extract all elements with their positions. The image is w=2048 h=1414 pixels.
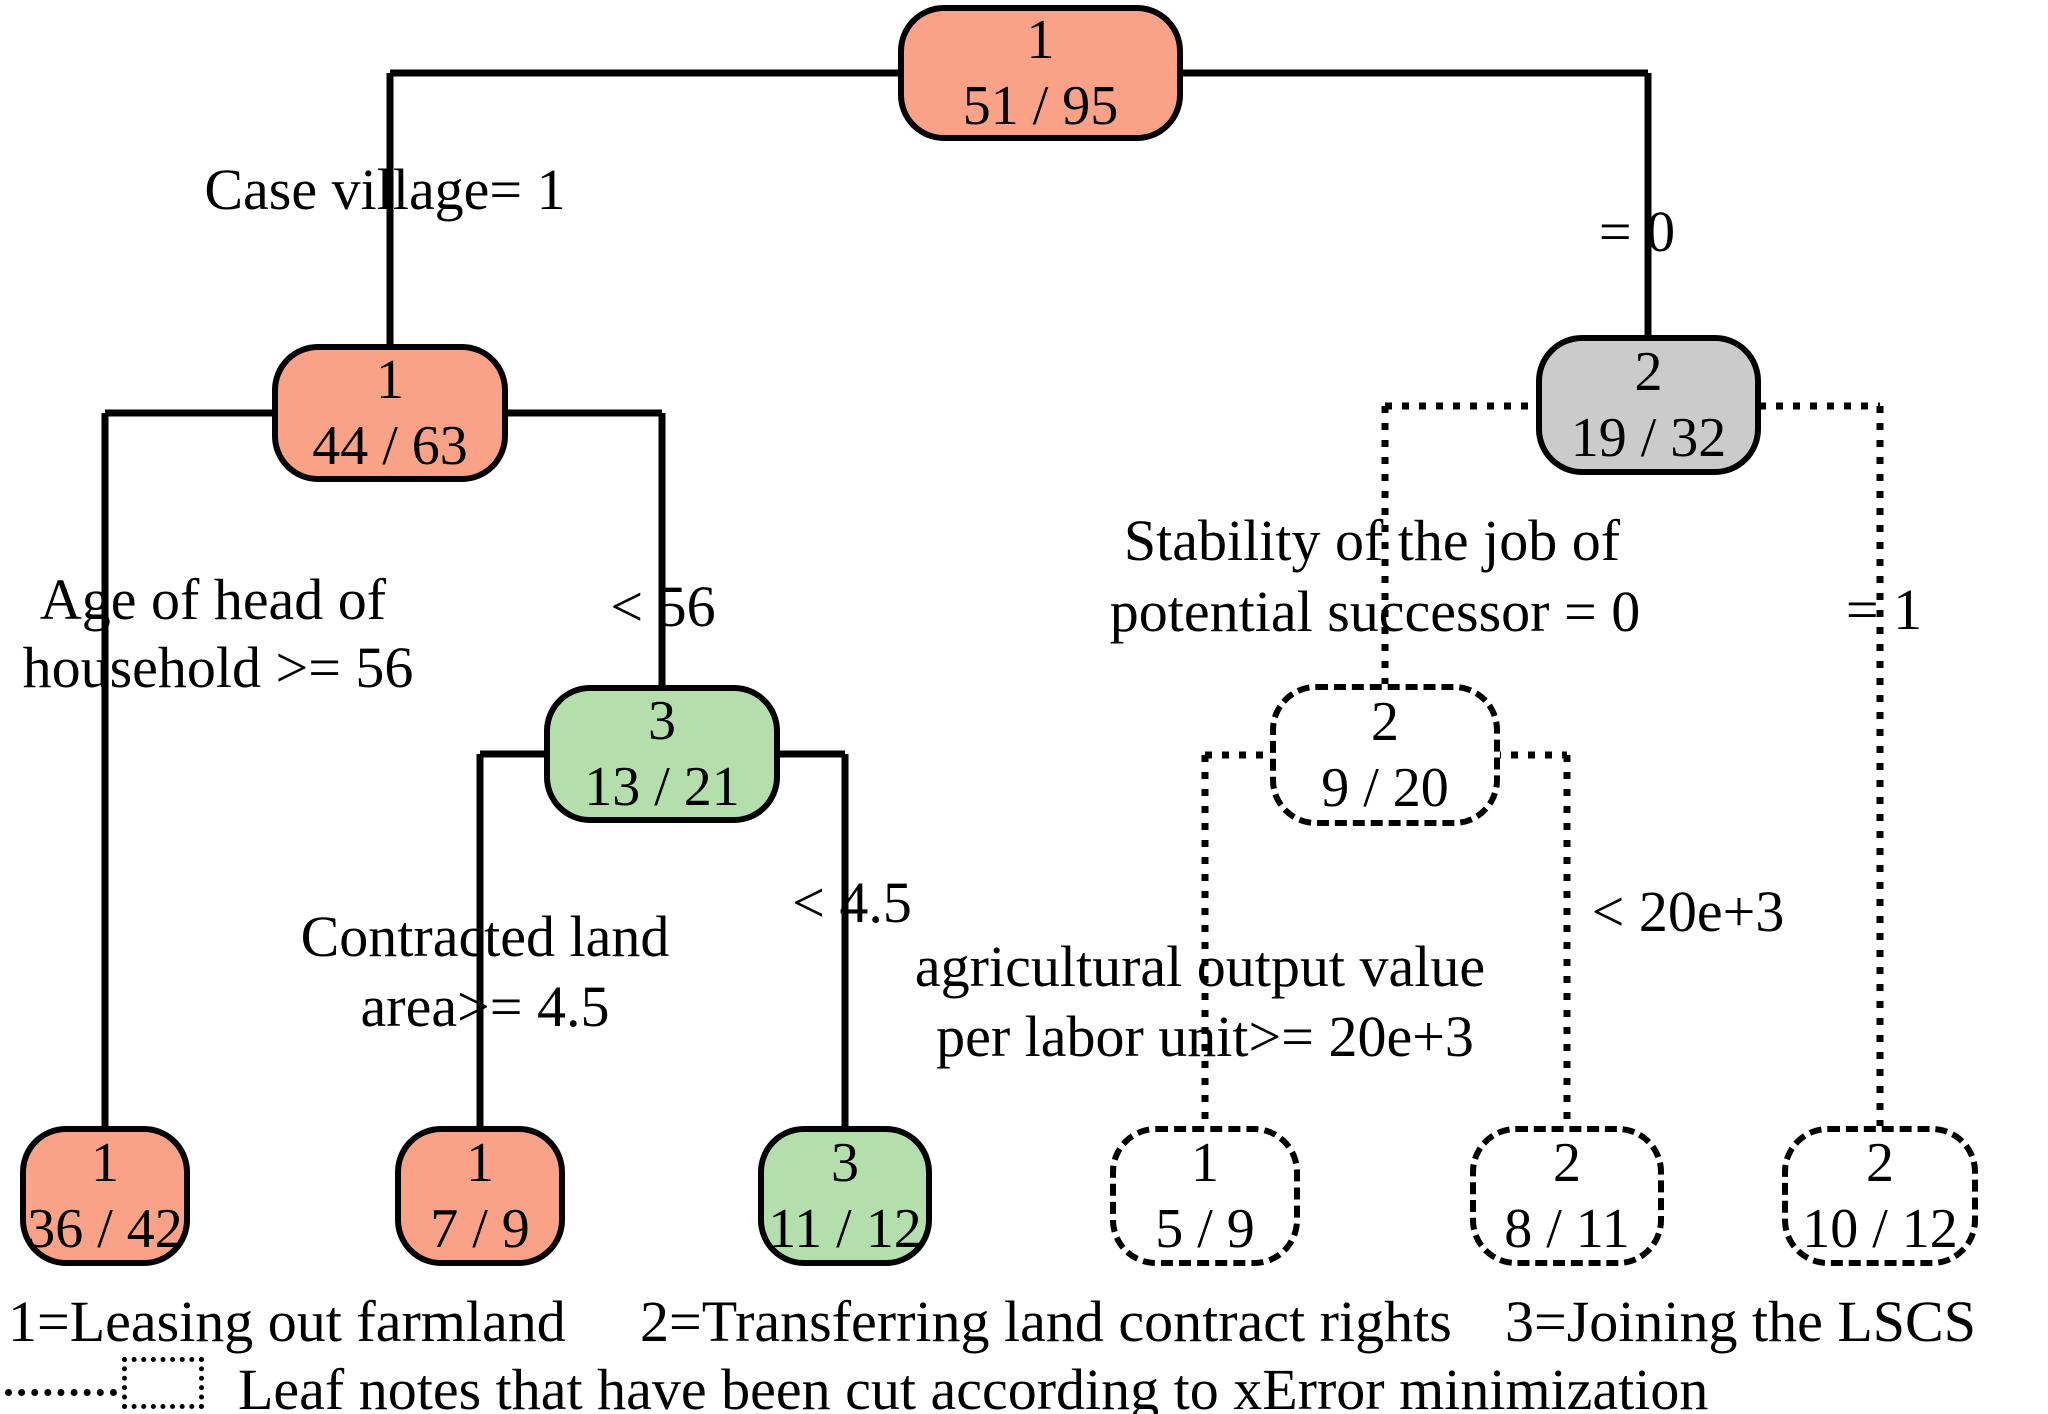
node-count: 9 / 20 (1321, 757, 1449, 819)
node-count: 11 / 12 (768, 1198, 922, 1260)
split-label-stability-line2: potential successor = 0 (1109, 579, 1641, 644)
split-label-area-line2: area>= 4.5 (360, 974, 610, 1039)
split-label-agri-lt20e3: < 20e+3 (1591, 879, 1785, 944)
node-count: 8 / 11 (1504, 1198, 1630, 1260)
node-count: 51 / 95 (962, 75, 1119, 137)
node-class-number: 2 (1634, 340, 1663, 403)
leaf-node-agri-ge20e3-pruned: 1 5 / 9 (1110, 1126, 1300, 1266)
legend-class2: 2=Transferring land contract rights (640, 1289, 1452, 1354)
legend-dotted-line-icon (5, 1389, 117, 1396)
split-label-village-eq0: = 0 (1598, 199, 1676, 264)
node-count: 7 / 9 (430, 1198, 530, 1260)
node-count: 36 / 42 (27, 1198, 183, 1260)
node-class-number: 1 (1191, 1131, 1219, 1194)
split-label-stability-eq1: = 1 (1845, 577, 1923, 642)
split-label-agri-line1: agricultural output value (914, 934, 1486, 999)
node-count: 13 / 21 (584, 756, 740, 818)
node-class-number: 1 (466, 1131, 494, 1194)
node-class-number: 3 (831, 1131, 859, 1194)
leaf-node-age-ge56: 1 36 / 42 (20, 1126, 190, 1266)
node-count: 10 / 12 (1802, 1198, 1958, 1260)
split-label-age-lt56: < 56 (610, 574, 716, 639)
split-label-area-line1: Contracted land (300, 904, 670, 969)
node-count: 44 / 63 (312, 415, 468, 477)
tree-node-village1: 1 44 / 63 (272, 344, 508, 482)
split-label-stability-line1: Stability of the job of (1123, 508, 1621, 573)
tree-node-age-lt56: 3 13 / 21 (544, 685, 780, 823)
node-class-number: 2 (1371, 690, 1399, 753)
node-count: 19 / 32 (1570, 407, 1727, 469)
leaf-node-area-ge45: 1 7 / 9 (395, 1126, 565, 1266)
node-class-number: 1 (91, 1131, 119, 1194)
legend-pruned-leaf-icon (122, 1357, 204, 1409)
tree-node-root: 1 51 / 95 (898, 5, 1183, 141)
node-count: 5 / 9 (1155, 1198, 1255, 1260)
tree-node-village0: 2 19 / 32 (1536, 335, 1761, 475)
split-label-age-line2: household >= 56 (22, 635, 414, 700)
tree-node-stability0-pruned: 2 9 / 20 (1270, 684, 1500, 826)
leaf-node-stability1-pruned: 2 10 / 12 (1782, 1126, 1978, 1266)
split-label-case-village: Case village= 1 (204, 157, 566, 222)
legend-class1: 1=Leasing out farmland (8, 1289, 566, 1354)
node-class-number: 3 (648, 689, 676, 752)
node-class-number: 2 (1553, 1131, 1581, 1194)
node-class-number: 1 (376, 348, 404, 411)
node-class-number: 1 (1026, 8, 1055, 71)
leaf-node-area-lt45: 3 11 / 12 (758, 1126, 932, 1266)
node-class-number: 2 (1866, 1131, 1894, 1194)
split-label-age-line1: Age of head of (39, 567, 387, 632)
legend-class3: 3=Joining the LSCS (1505, 1289, 1976, 1354)
leaf-node-agri-lt20e3-pruned: 2 8 / 11 (1470, 1126, 1664, 1266)
split-label-agri-line2: per labor unit>= 20e+3 (936, 1004, 1474, 1069)
legend-pruned-note: Leaf notes that have been cut according … (238, 1357, 1709, 1414)
split-label-area-lt45: < 4.5 (792, 870, 912, 935)
